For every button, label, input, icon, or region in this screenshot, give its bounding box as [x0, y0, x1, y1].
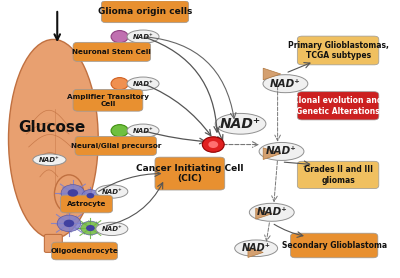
- Ellipse shape: [215, 113, 266, 134]
- Ellipse shape: [8, 39, 98, 239]
- Text: Neural/Glial precursor: Neural/Glial precursor: [70, 143, 161, 149]
- FancyBboxPatch shape: [73, 89, 143, 111]
- Circle shape: [111, 78, 128, 90]
- Ellipse shape: [96, 185, 128, 198]
- Text: NAD⁺: NAD⁺: [242, 243, 270, 253]
- FancyBboxPatch shape: [297, 92, 379, 120]
- Text: NAD⁺: NAD⁺: [133, 81, 154, 87]
- FancyBboxPatch shape: [290, 233, 378, 258]
- Text: NAD⁺: NAD⁺: [266, 147, 297, 157]
- Ellipse shape: [54, 175, 84, 213]
- Text: Glucose: Glucose: [18, 120, 85, 135]
- Circle shape: [208, 141, 218, 148]
- Text: NAD⁺: NAD⁺: [102, 188, 122, 195]
- Circle shape: [86, 193, 94, 198]
- Ellipse shape: [263, 75, 308, 93]
- Text: Oligodendrocyte: Oligodendrocyte: [51, 248, 118, 254]
- Text: Cancer Initiating Cell
(CIC): Cancer Initiating Cell (CIC): [136, 164, 244, 183]
- FancyBboxPatch shape: [101, 1, 189, 23]
- Circle shape: [81, 221, 100, 235]
- Text: Secondary Glioblastoma: Secondary Glioblastoma: [282, 241, 387, 250]
- FancyBboxPatch shape: [73, 42, 151, 61]
- Text: Clonal evolution and
Genetic Alterations: Clonal evolution and Genetic Alterations: [293, 96, 383, 115]
- Polygon shape: [248, 247, 263, 257]
- Polygon shape: [256, 208, 272, 219]
- Text: Glioma origin cells: Glioma origin cells: [98, 7, 192, 16]
- Text: NAD⁺: NAD⁺: [133, 34, 154, 40]
- FancyBboxPatch shape: [155, 157, 225, 190]
- Ellipse shape: [96, 222, 128, 235]
- Text: Neuronal Stem Cell: Neuronal Stem Cell: [72, 49, 151, 55]
- Ellipse shape: [33, 154, 66, 166]
- Text: NAD⁺: NAD⁺: [270, 79, 301, 89]
- Text: NAD⁺: NAD⁺: [220, 117, 261, 131]
- Ellipse shape: [127, 30, 159, 43]
- Circle shape: [86, 225, 95, 231]
- Ellipse shape: [127, 124, 159, 137]
- Circle shape: [57, 215, 81, 232]
- Ellipse shape: [249, 203, 294, 221]
- Ellipse shape: [127, 77, 159, 90]
- FancyBboxPatch shape: [60, 195, 113, 213]
- Circle shape: [82, 190, 99, 202]
- Ellipse shape: [259, 142, 304, 160]
- Ellipse shape: [235, 240, 278, 257]
- Text: Grades II and III
gliomas: Grades II and III gliomas: [304, 165, 372, 185]
- FancyBboxPatch shape: [52, 242, 118, 260]
- Circle shape: [111, 31, 128, 43]
- Circle shape: [61, 185, 84, 201]
- Text: Amplifier Transitory
Cell: Amplifier Transitory Cell: [67, 94, 149, 107]
- Text: NAD⁺: NAD⁺: [102, 226, 122, 232]
- Text: NAD⁺: NAD⁺: [256, 207, 287, 217]
- Text: NAD⁺: NAD⁺: [133, 128, 154, 134]
- FancyBboxPatch shape: [44, 234, 62, 252]
- Circle shape: [202, 137, 224, 152]
- Polygon shape: [263, 68, 281, 80]
- FancyBboxPatch shape: [75, 136, 156, 155]
- Text: Primary Glioblastomas,
TCGA subtypes: Primary Glioblastomas, TCGA subtypes: [288, 41, 388, 60]
- Circle shape: [111, 125, 128, 137]
- FancyBboxPatch shape: [297, 161, 379, 189]
- Circle shape: [68, 189, 78, 197]
- Circle shape: [64, 220, 74, 227]
- Polygon shape: [263, 148, 281, 160]
- Text: NAD⁺: NAD⁺: [39, 157, 60, 163]
- FancyBboxPatch shape: [297, 36, 379, 65]
- Text: Astrocyte: Astrocyte: [67, 201, 106, 207]
